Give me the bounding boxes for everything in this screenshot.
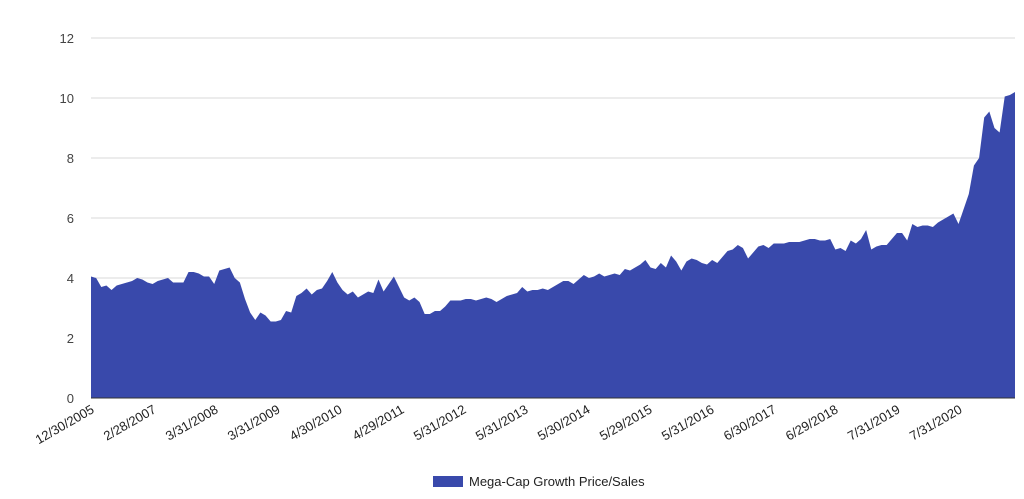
legend-swatch	[433, 476, 463, 487]
y-tick-label: 4	[67, 271, 74, 286]
x-axis-ticks: 12/30/2005 2/28/2007 3/31/2008 3/31/2009 4/3…	[33, 402, 965, 448]
x-tick-label: 5/31/2012	[411, 402, 469, 444]
y-tick-label: 10	[60, 91, 74, 106]
x-tick-label: 4/30/2010	[287, 402, 345, 444]
x-tick-label: 6/30/2017	[721, 402, 779, 444]
x-tick-label: 6/29/2018	[783, 402, 841, 444]
x-tick-label: 12/30/2005	[33, 402, 97, 448]
y-tick-label: 0	[67, 391, 74, 406]
y-tick-label: 2	[67, 331, 74, 346]
y-tick-label: 8	[67, 151, 74, 166]
x-tick-label: 7/31/2019	[845, 402, 903, 444]
legend-label: Mega-Cap Growth Price/Sales	[469, 474, 645, 489]
x-tick-label: 5/30/2014	[535, 402, 593, 444]
x-tick-label: 5/31/2016	[659, 402, 717, 444]
legend[interactable]: Mega-Cap Growth Price/Sales	[433, 474, 645, 489]
series-area-mega-cap-growth	[91, 92, 1015, 398]
y-tick-label: 12	[60, 31, 74, 46]
x-tick-label: 5/29/2015	[597, 402, 655, 444]
x-tick-label: 3/31/2008	[163, 402, 221, 444]
x-tick-label: 4/29/2011	[350, 402, 407, 443]
x-tick-label: 3/31/2009	[225, 402, 283, 444]
x-tick-label: 2/28/2007	[101, 402, 159, 444]
x-tick-label: 5/31/2013	[473, 402, 531, 444]
y-tick-label: 6	[67, 211, 74, 226]
x-tick-label: 7/31/2020	[907, 402, 965, 444]
y-axis-ticks: 0 2 4 6 8 10 12	[60, 31, 74, 406]
